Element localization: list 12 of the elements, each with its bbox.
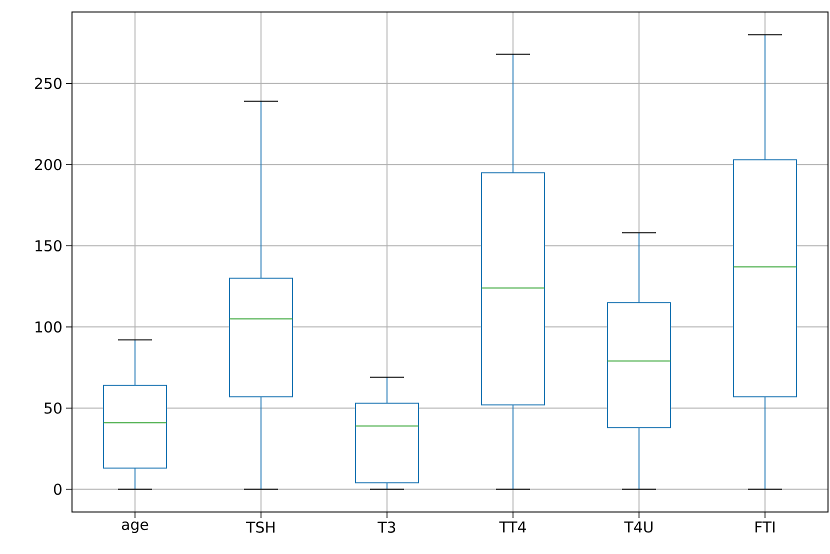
y-tick-label: 0 — [54, 484, 62, 495]
y-tick-label: 50 — [44, 402, 62, 414]
x-tick-label: T4U — [624, 522, 652, 533]
x-tick-label: TSH — [246, 522, 274, 533]
y-tick-label: 250 — [35, 78, 62, 90]
x-tick-label: TT4 — [499, 522, 526, 532]
y-tick-label: 150 — [36, 240, 62, 252]
y-tick-label: 200 — [35, 158, 62, 170]
x-tick-label: T3 — [378, 522, 396, 533]
x-tick-label: FTI — [756, 522, 774, 532]
y-tick-label: 100 — [36, 321, 62, 333]
x-tick-label: age — [122, 522, 148, 533]
